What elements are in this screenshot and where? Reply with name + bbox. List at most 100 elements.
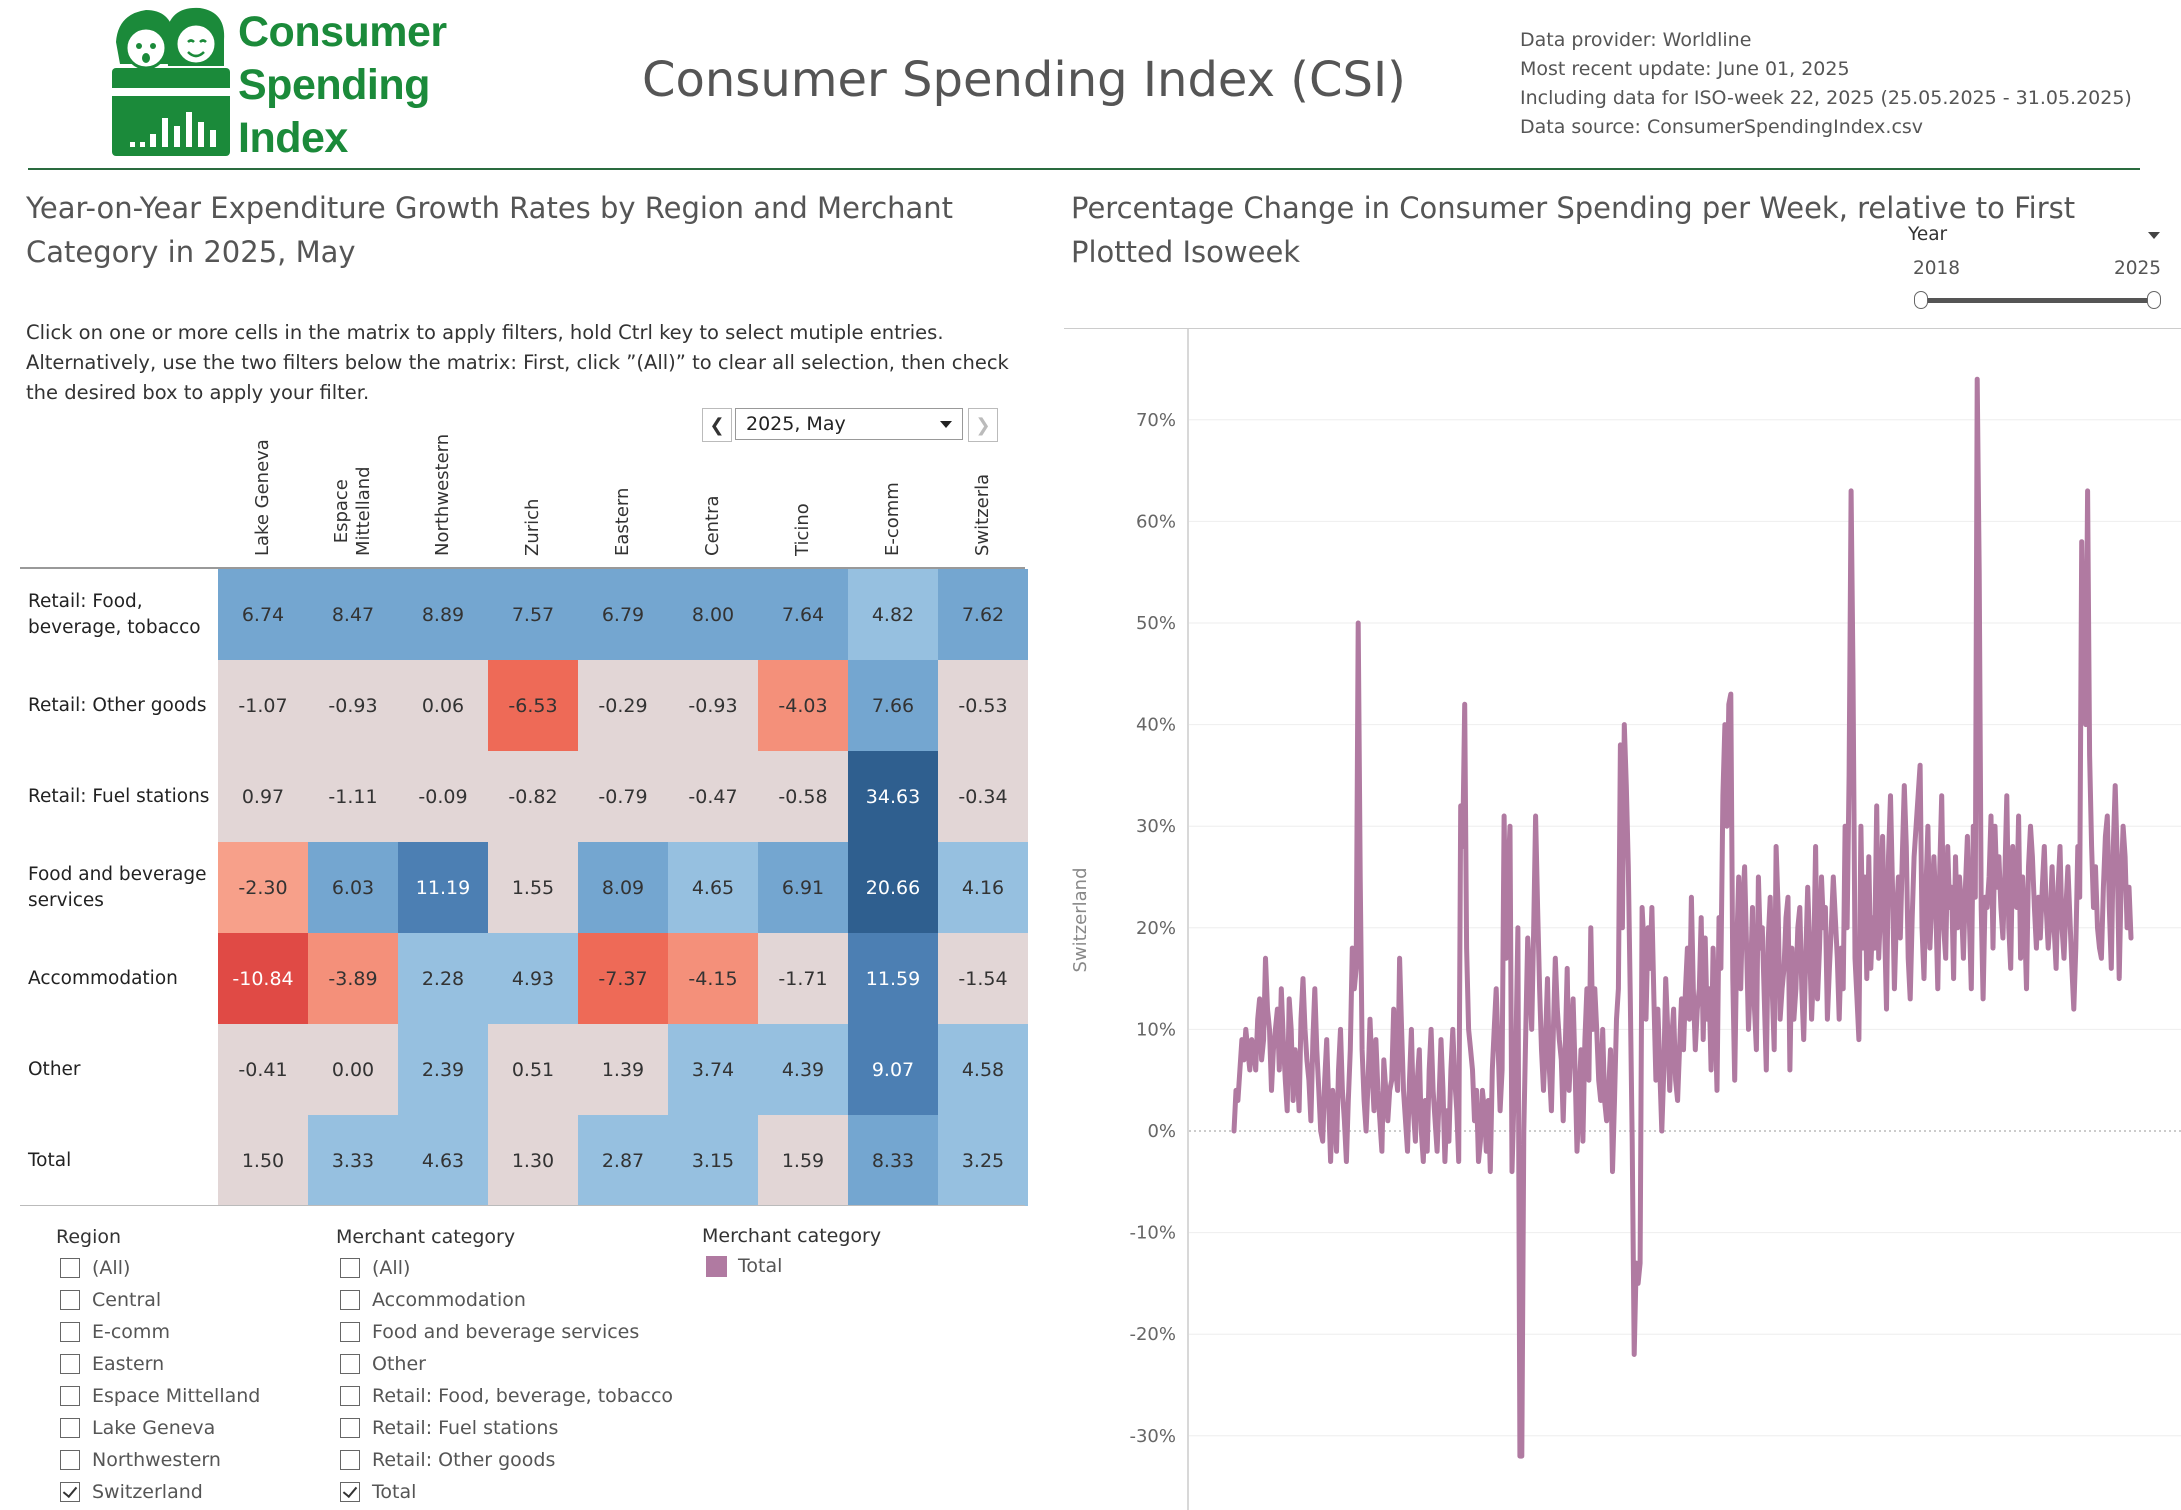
matrix-cell[interactable]: -0.58 — [758, 751, 848, 842]
series-line-total[interactable] — [1231, 376, 2134, 1459]
matrix-cell[interactable]: 2.39 — [398, 1024, 488, 1115]
matrix-cell[interactable]: 8.33 — [848, 1115, 938, 1206]
matrix-cell[interactable]: -0.93 — [668, 660, 758, 751]
matrix-cell[interactable]: -0.41 — [218, 1024, 308, 1115]
merchant-filter-item[interactable]: Retail: Other goods — [340, 1444, 555, 1476]
matrix-cell[interactable]: -1.71 — [758, 933, 848, 1024]
matrix-cell[interactable]: 0.06 — [398, 660, 488, 751]
matrix-cell[interactable]: 3.25 — [938, 1115, 1028, 1206]
checkbox[interactable] — [340, 1386, 360, 1406]
matrix-cell[interactable]: 20.66 — [848, 842, 938, 933]
region-filter-item[interactable]: (All) — [60, 1252, 130, 1284]
checkbox[interactable] — [60, 1290, 80, 1310]
checkbox[interactable] — [340, 1418, 360, 1438]
matrix-cell[interactable]: -0.79 — [578, 751, 668, 842]
matrix-cell[interactable]: 6.03 — [308, 842, 398, 933]
matrix-cell[interactable]: 3.15 — [668, 1115, 758, 1206]
merchant-filter-item[interactable]: (All) — [340, 1252, 410, 1284]
region-filter-item[interactable]: Espace Mittelland — [60, 1380, 260, 1412]
matrix-cell[interactable]: 1.30 — [488, 1115, 578, 1206]
caret-down-icon[interactable] — [2148, 232, 2160, 239]
matrix-cell[interactable]: 0.00 — [308, 1024, 398, 1115]
matrix-cell[interactable]: 4.63 — [398, 1115, 488, 1206]
matrix-cell[interactable]: -1.07 — [218, 660, 308, 751]
matrix-cell[interactable]: 8.47 — [308, 569, 398, 660]
year-slider-max-handle[interactable] — [2147, 291, 2161, 309]
matrix-cell[interactable]: 1.59 — [758, 1115, 848, 1206]
year-slider-track[interactable] — [1921, 298, 2154, 303]
matrix-cell[interactable]: 0.97 — [218, 751, 308, 842]
matrix-cell[interactable]: 1.39 — [578, 1024, 668, 1115]
merchant-filter-item[interactable]: Retail: Fuel stations — [340, 1412, 558, 1444]
matrix-cell[interactable]: -1.54 — [938, 933, 1028, 1024]
checkbox[interactable] — [340, 1482, 360, 1502]
matrix-cell[interactable]: 3.74 — [668, 1024, 758, 1115]
matrix-cell[interactable]: 1.55 — [488, 842, 578, 933]
matrix-cell[interactable]: 4.16 — [938, 842, 1028, 933]
checkbox[interactable] — [60, 1386, 80, 1406]
matrix-cell[interactable]: -0.29 — [578, 660, 668, 751]
region-filter-item[interactable]: Lake Geneva — [60, 1412, 215, 1444]
matrix-cell[interactable]: 7.57 — [488, 569, 578, 660]
matrix-cell[interactable]: 3.33 — [308, 1115, 398, 1206]
month-prev-button[interactable]: ❮ — [702, 408, 732, 442]
checkbox[interactable] — [60, 1482, 80, 1502]
matrix-cell[interactable]: 4.39 — [758, 1024, 848, 1115]
matrix-cell[interactable]: 34.63 — [848, 751, 938, 842]
matrix-cell[interactable]: -6.53 — [488, 660, 578, 751]
month-next-button[interactable]: ❯ — [968, 408, 998, 442]
merchant-filter-item[interactable]: Other — [340, 1348, 426, 1380]
matrix-cell[interactable]: 11.19 — [398, 842, 488, 933]
matrix-cell[interactable]: -0.34 — [938, 751, 1028, 842]
matrix-cell[interactable]: -4.03 — [758, 660, 848, 751]
matrix-cell[interactable]: 9.07 — [848, 1024, 938, 1115]
matrix-cell[interactable]: -3.89 — [308, 933, 398, 1024]
matrix-cell[interactable]: 7.64 — [758, 569, 848, 660]
matrix-cell[interactable]: -0.82 — [488, 751, 578, 842]
checkbox[interactable] — [340, 1450, 360, 1470]
matrix-cell[interactable]: 8.89 — [398, 569, 488, 660]
region-filter-item[interactable]: Switzerland — [60, 1476, 203, 1508]
matrix-cell[interactable]: -7.37 — [578, 933, 668, 1024]
matrix-cell[interactable]: 11.59 — [848, 933, 938, 1024]
checkbox[interactable] — [60, 1258, 80, 1278]
matrix-cell[interactable]: 4.58 — [938, 1024, 1028, 1115]
merchant-filter-item[interactable]: Total — [340, 1476, 416, 1508]
matrix-cell[interactable]: 4.65 — [668, 842, 758, 933]
region-filter-item[interactable]: E-comm — [60, 1316, 170, 1348]
matrix-cell[interactable]: 6.79 — [578, 569, 668, 660]
matrix-cell[interactable]: -0.09 — [398, 751, 488, 842]
region-filter-item[interactable]: Central — [60, 1284, 161, 1316]
matrix-cell[interactable]: -4.15 — [668, 933, 758, 1024]
matrix-cell[interactable]: 7.62 — [938, 569, 1028, 660]
checkbox[interactable] — [60, 1418, 80, 1438]
merchant-filter-item[interactable]: Retail: Food, beverage, tobacco — [340, 1380, 673, 1412]
checkbox[interactable] — [60, 1450, 80, 1470]
checkbox[interactable] — [340, 1258, 360, 1278]
matrix-cell[interactable]: -10.84 — [218, 933, 308, 1024]
region-filter-item[interactable]: Eastern — [60, 1348, 164, 1380]
matrix-cell[interactable]: 2.28 — [398, 933, 488, 1024]
matrix-cell[interactable]: -1.11 — [308, 751, 398, 842]
matrix-cell[interactable]: 6.91 — [758, 842, 848, 933]
matrix-cell[interactable]: 4.93 — [488, 933, 578, 1024]
matrix-cell[interactable]: 7.66 — [848, 660, 938, 751]
region-filter-item[interactable]: Northwestern — [60, 1444, 221, 1476]
matrix-cell[interactable]: -0.53 — [938, 660, 1028, 751]
matrix-cell[interactable]: -0.47 — [668, 751, 758, 842]
merchant-filter-item[interactable]: Accommodation — [340, 1284, 526, 1316]
matrix-cell[interactable]: -0.93 — [308, 660, 398, 751]
checkbox[interactable] — [340, 1354, 360, 1374]
matrix-cell[interactable]: -2.30 — [218, 842, 308, 933]
line-chart[interactable]: 70% 60% 50% 40% 30% 20% 10% 0% -10% -20% -30% Swit… — [1064, 329, 2181, 1510]
year-slider-min-handle[interactable] — [1914, 291, 1928, 309]
checkbox[interactable] — [340, 1290, 360, 1310]
matrix-cell[interactable]: 4.82 — [848, 569, 938, 660]
matrix-cell[interactable]: 2.87 — [578, 1115, 668, 1206]
matrix-cell[interactable]: 6.74 — [218, 569, 308, 660]
matrix-cell[interactable]: 8.00 — [668, 569, 758, 660]
checkbox[interactable] — [60, 1354, 80, 1374]
checkbox[interactable] — [60, 1322, 80, 1342]
matrix-cell[interactable]: 8.09 — [578, 842, 668, 933]
matrix-cell[interactable]: 0.51 — [488, 1024, 578, 1115]
